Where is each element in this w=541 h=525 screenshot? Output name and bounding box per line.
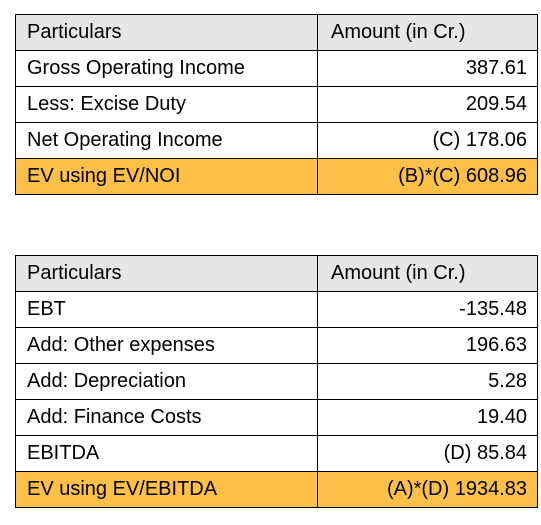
row-label: Gross Operating Income: [15, 50, 318, 87]
row-amount: 196.63: [317, 327, 538, 364]
table-row: Less: Excise Duty 209.54: [15, 86, 538, 123]
header-amount: Amount (in Cr.): [317, 255, 538, 292]
header-particulars: Particulars: [15, 255, 318, 292]
table-row: Gross Operating Income 387.61: [15, 50, 538, 87]
row-label: Add: Depreciation: [15, 363, 318, 400]
table-row: Add: Finance Costs 19.40: [15, 399, 538, 436]
ebitda-valuation-table: Particulars Amount (in Cr.) EBT -135.48 …: [15, 255, 538, 508]
row-amount: (C) 178.06: [317, 122, 538, 159]
table-row: Add: Other expenses 196.63: [15, 327, 538, 364]
table-row: Add: Depreciation 5.28: [15, 363, 538, 400]
noi-valuation-table: Particulars Amount (in Cr.) Gross Operat…: [15, 14, 538, 195]
total-amount: (B)*(C) 608.96: [317, 158, 538, 195]
total-label: EV using EV/NOI: [15, 158, 318, 195]
row-amount: 5.28: [317, 363, 538, 400]
row-label: EBT: [15, 291, 318, 328]
total-label: EV using EV/EBITDA: [15, 471, 318, 508]
table-row: EBITDA (D) 85.84: [15, 435, 538, 472]
highlight-total-row: EV using EV/NOI (B)*(C) 608.96: [15, 158, 538, 195]
row-label: Net Operating Income: [15, 122, 318, 159]
table-header-row: Particulars Amount (in Cr.): [15, 255, 538, 292]
row-label: EBITDA: [15, 435, 318, 472]
row-label: Less: Excise Duty: [15, 86, 318, 123]
header-particulars: Particulars: [15, 14, 318, 51]
header-amount: Amount (in Cr.): [317, 14, 538, 51]
table-header-row: Particulars Amount (in Cr.): [15, 14, 538, 51]
row-amount: 209.54: [317, 86, 538, 123]
row-amount: (D) 85.84: [317, 435, 538, 472]
row-label: Add: Other expenses: [15, 327, 318, 364]
table-row: EBT -135.48: [15, 291, 538, 328]
highlight-total-row: EV using EV/EBITDA (A)*(D) 1934.83: [15, 471, 538, 508]
row-amount: 387.61: [317, 50, 538, 87]
row-label: Add: Finance Costs: [15, 399, 318, 436]
row-amount: 19.40: [317, 399, 538, 436]
row-amount: -135.48: [317, 291, 538, 328]
total-amount: (A)*(D) 1934.83: [317, 471, 538, 508]
table-row: Net Operating Income (C) 178.06: [15, 122, 538, 159]
